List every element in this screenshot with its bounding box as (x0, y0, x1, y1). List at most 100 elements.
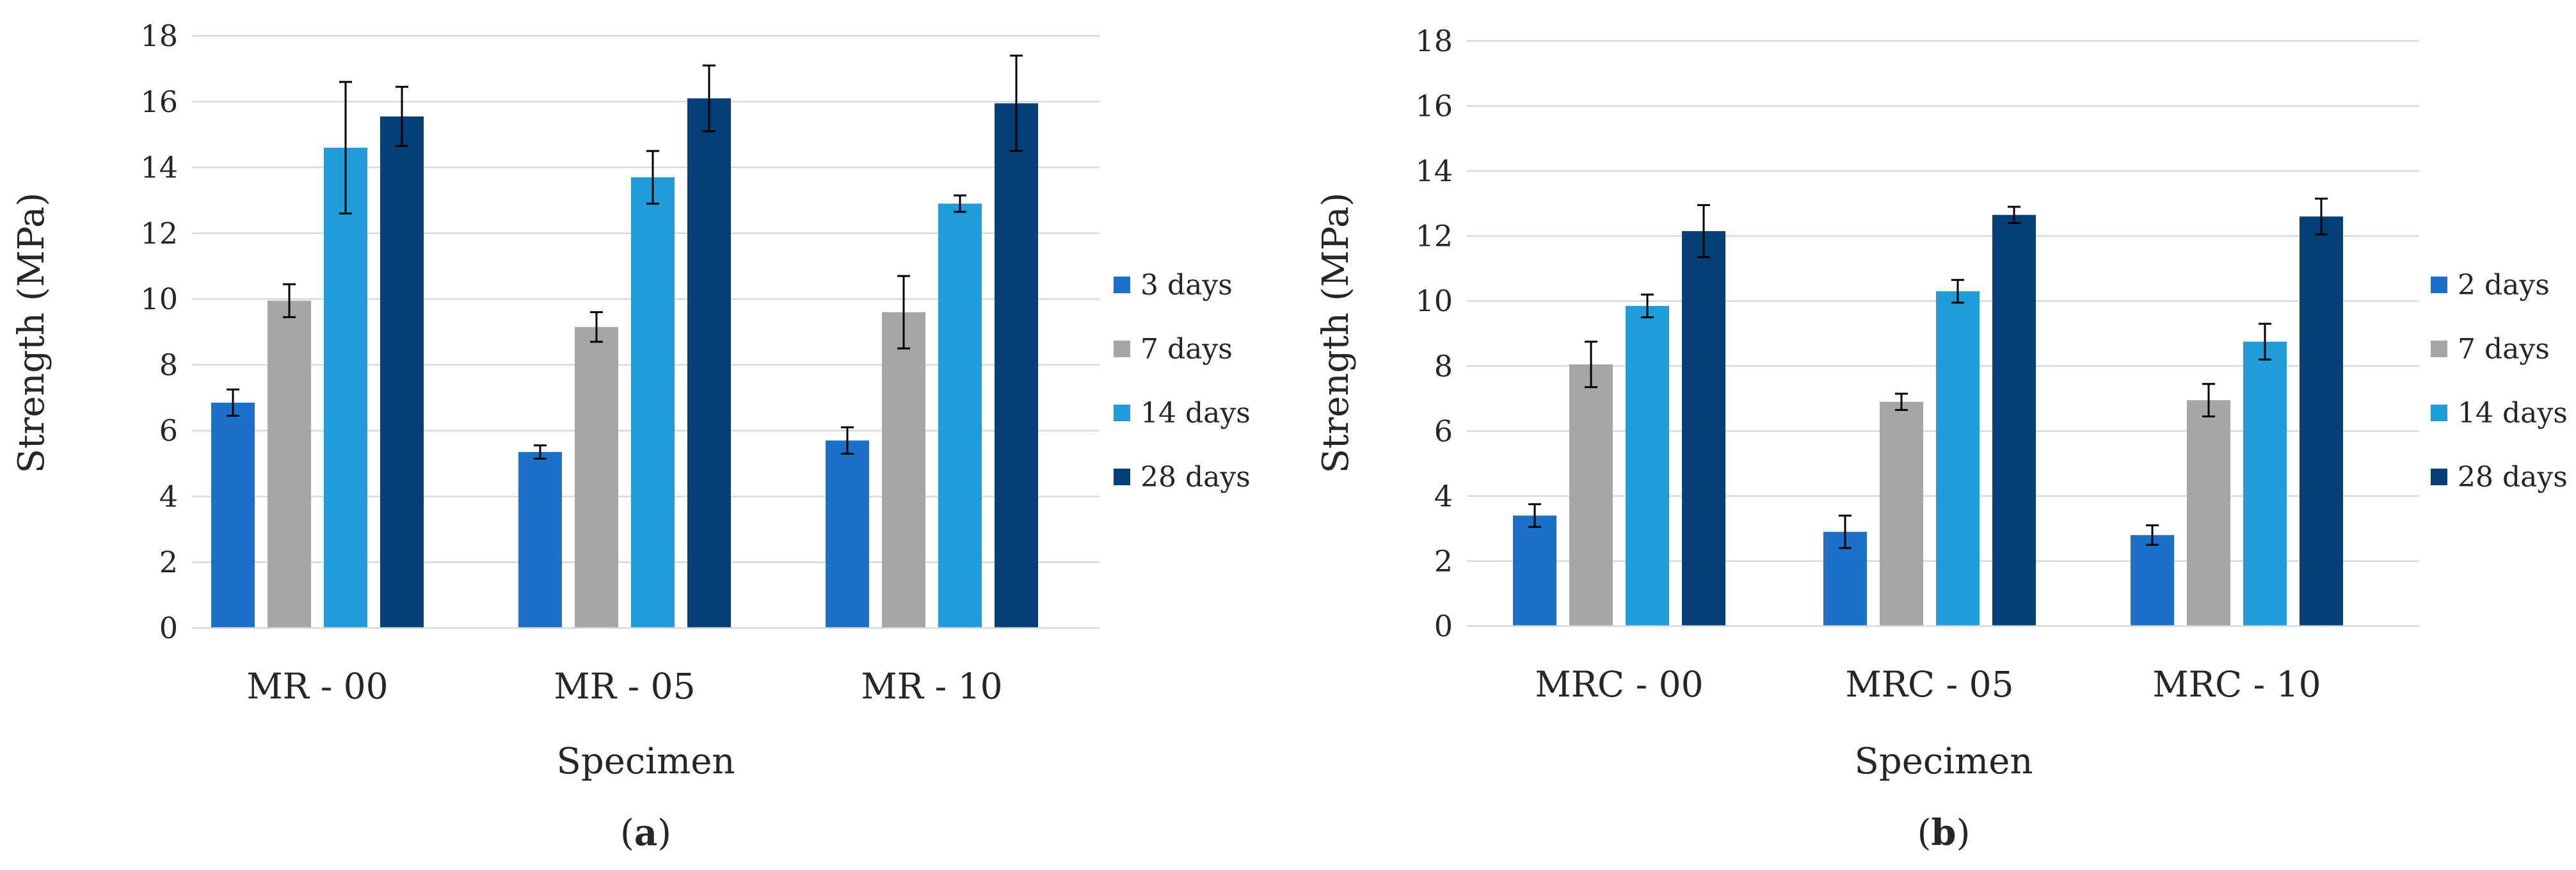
bar (882, 312, 925, 628)
y-axis-title: Strength (MPa) (1315, 193, 1357, 474)
y-tick-label: 18 (1415, 24, 1453, 58)
y-tick-label: 12 (1415, 219, 1453, 254)
error-bar (339, 81, 352, 214)
bar (268, 300, 311, 628)
y-tick-label: 6 (159, 414, 178, 448)
error-bar (1010, 54, 1023, 152)
legend-item: 7 days (1114, 333, 1233, 366)
bar (826, 440, 869, 628)
error-bar (2008, 205, 2020, 224)
x-category-label: MR - 10 (861, 666, 1002, 707)
bar (631, 177, 675, 628)
legend-swatch (2431, 341, 2447, 357)
y-tick-label: 16 (140, 85, 178, 119)
bar (1513, 515, 1556, 626)
y-tick-label: 8 (1434, 349, 1453, 383)
y-tick-label: 10 (140, 282, 178, 316)
y-tick-label: 4 (1434, 479, 1453, 513)
bar-series (1513, 214, 2343, 626)
error-bars (1528, 197, 2328, 549)
error-bar (703, 64, 716, 133)
y-tick-label: 2 (1434, 544, 1453, 578)
bar (2300, 216, 2343, 626)
legend-label: 7 days (1140, 333, 1233, 366)
legend-item: 28 days (1114, 461, 1251, 494)
error-bar (534, 444, 547, 460)
bar (518, 452, 562, 628)
legend-swatch (1114, 341, 1130, 357)
error-bar (1839, 514, 1852, 549)
bar-series (211, 98, 1038, 628)
error-bars (227, 54, 1023, 460)
legend-swatch (2431, 277, 2447, 293)
legend-item: 14 days (1114, 397, 1251, 430)
bar (1569, 364, 1613, 626)
x-category-label: MRC - 00 (1535, 664, 1703, 705)
bar (2187, 400, 2230, 626)
y-tick-label: 6 (1434, 414, 1453, 448)
error-bar (954, 194, 966, 213)
chart-panel-a: 0 2 4 6 8 10 12 14 16 18 MR - 00 MR - 05 MR - 10 St… (11, 19, 1251, 854)
error-bar (590, 311, 603, 343)
y-tick-label: 8 (159, 348, 178, 382)
bar (938, 204, 982, 628)
y-tick-label: 4 (159, 479, 178, 513)
legend-item: 28 days (2431, 461, 2568, 494)
bar (2243, 341, 2287, 626)
legend-item: 14 days (2431, 397, 2568, 430)
x-category-labels: MRC - 00 MRC - 05 MRC - 10 (1535, 664, 2321, 705)
x-axis-title: Specimen (557, 741, 735, 782)
legend-swatch (2431, 469, 2447, 485)
bar (380, 116, 424, 628)
legend-item: 7 days (2431, 333, 2550, 366)
x-category-label: MRC - 05 (1845, 664, 2013, 705)
bar (2131, 535, 2174, 626)
y-axis-title: Strength (MPa) (11, 193, 52, 474)
error-bar (897, 275, 910, 350)
y-tick-label: 14 (1415, 154, 1453, 188)
error-bar (1641, 293, 1654, 319)
bar (1682, 231, 1725, 626)
error-bar (2202, 383, 2215, 417)
error-bar (1585, 341, 1597, 389)
bar (995, 103, 1038, 628)
y-tick-label: 0 (1434, 609, 1453, 643)
panel-label-a: (a) (620, 812, 671, 854)
y-tick-label: 14 (140, 150, 178, 185)
error-bar (283, 283, 296, 318)
x-category-labels: MR - 00 MR - 05 MR - 10 (246, 666, 1002, 707)
legend-label: 3 days (1140, 269, 1233, 302)
x-category-label: MRC - 10 (2152, 664, 2321, 705)
error-bar (2315, 197, 2328, 236)
y-tick-labels: 0 2 4 6 8 10 12 14 16 18 (140, 19, 178, 645)
legend-label: 28 days (1140, 461, 1251, 494)
bar (1880, 401, 1923, 626)
bar (687, 98, 731, 628)
legend-item: 3 days (1114, 269, 1233, 302)
error-bar (2259, 323, 2271, 361)
legend-swatch (1114, 277, 1130, 293)
bar (1936, 291, 1980, 626)
legend-label: 28 days (2458, 461, 2568, 494)
legend-label: 14 days (2458, 397, 2568, 430)
error-bar (227, 388, 239, 417)
legend-label: 2 days (2458, 269, 2550, 302)
legend-label: 7 days (2458, 333, 2550, 366)
y-tick-label: 16 (1415, 89, 1453, 124)
error-bar (396, 86, 408, 147)
legend-swatch (1114, 469, 1130, 485)
y-tick-label: 12 (140, 216, 178, 250)
x-category-label: MR - 05 (554, 666, 695, 707)
legend-swatch (1114, 405, 1130, 421)
bar (211, 402, 255, 628)
y-tick-label: 0 (159, 611, 178, 645)
y-tick-label: 2 (159, 545, 178, 579)
error-bar (1697, 204, 1710, 259)
bar (324, 147, 367, 628)
error-bar (1528, 503, 1541, 528)
error-bar (2146, 524, 2159, 546)
error-bar (646, 150, 659, 205)
chart-panel-b: 0 2 4 6 8 10 12 14 16 18 MRC - 00 MRC - 05 MRC - 10… (1315, 24, 2568, 854)
y-tick-label: 18 (140, 19, 178, 53)
